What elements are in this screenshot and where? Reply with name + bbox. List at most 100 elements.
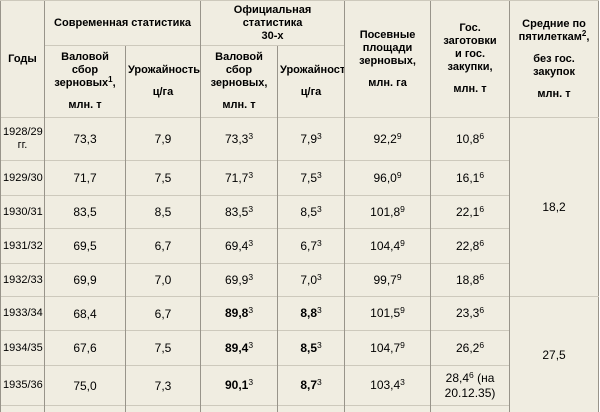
cell-superscript: 9 <box>396 271 402 282</box>
cell-superscript: 9 <box>400 237 405 248</box>
header-title: Урожайность1 <box>128 62 201 77</box>
value-cell: 6,7 <box>124 296 201 331</box>
cell-superscript: 6 <box>479 339 485 350</box>
value-cell: 71,7 <box>44 160 126 196</box>
table-row: 1931/32 69,5 6,7 69,43 6,73 104,49 22,86 <box>0 228 599 264</box>
cell-superscript: 6 <box>479 130 485 141</box>
header-title-text: Урожайность <box>280 64 345 76</box>
cell-value: 7,5 <box>154 341 172 355</box>
empty-cell <box>277 405 345 412</box>
header-unit: ц/га <box>152 86 174 98</box>
year-cell: 1929/30 <box>0 160 45 196</box>
cell-value: 71,7 <box>224 170 249 185</box>
cell-value: 89,4 <box>224 340 249 355</box>
header-title-line: Гос. заготовки <box>443 22 497 47</box>
cell-value: 16,1 <box>455 170 480 185</box>
header-title: Валовой сбор зерновых1, <box>47 51 123 90</box>
table-row: 1935/36 75,0 7,3 90,13 8,73 103,43 28,46 (на 2… <box>0 365 599 406</box>
value-cell: 96,09 <box>344 160 431 196</box>
cell-value: 7,5 <box>300 170 317 185</box>
value-cell: 7,0 <box>124 263 201 297</box>
value-cell: 67,6 <box>44 330 126 366</box>
cell-value: 68,4 <box>73 306 97 321</box>
value-cell: 83,5 <box>44 195 126 229</box>
averages-merged-cell: 18,2 <box>509 117 599 297</box>
year-cell: 1933/34 <box>0 296 45 331</box>
averages-value: 18,2 <box>542 200 566 214</box>
cell-value: 90,1 <box>224 378 249 392</box>
value-cell: 71,73 <box>200 160 278 196</box>
year-cell: 1932/33 <box>0 263 45 297</box>
cell-superscript: 3 <box>248 130 254 141</box>
cell-superscript: 3 <box>248 305 254 315</box>
table-row: 1932/33 69,9 7,0 69,93 7,03 99,79 18,86 <box>0 263 599 297</box>
value-cell: 26,26 <box>430 330 510 366</box>
table-row: 1929/30 71,7 7,5 71,73 7,53 96,09 16,16 <box>0 160 599 196</box>
cell-value: 96,0 <box>373 170 397 185</box>
empty-cell <box>200 405 278 412</box>
cell-superscript: 3 <box>248 377 254 387</box>
cell-value: 6,7 <box>300 238 317 253</box>
cell-value: 7,0 <box>300 272 317 287</box>
header-title-line: и гос. закупки, <box>447 48 493 73</box>
cell-superscript: 9 <box>400 203 405 214</box>
header-title-line: без гос. закупок <box>533 52 575 78</box>
value-cell: 104,49 <box>344 228 431 264</box>
empty-cell <box>124 405 201 412</box>
header-suffix: , <box>112 77 116 89</box>
value-cell: 7,03 <box>277 263 345 297</box>
cell-superscript: 9 <box>400 339 405 350</box>
cell-value: 89,8 <box>224 306 249 320</box>
group-label-line: Официальная статистика <box>233 3 312 29</box>
value-cell: 69,9 <box>44 263 126 297</box>
cell-superscript: 3 <box>248 203 254 214</box>
table-row: 1934/35 67,6 7,5 89,43 8,53 104,79 26,26 <box>0 330 599 366</box>
group-label-line: 30-х <box>261 29 284 42</box>
cell-value: 101,8 <box>370 204 401 219</box>
cell-value: 7,9 <box>154 132 172 146</box>
value-cell: 101,89 <box>344 195 431 229</box>
col-header-official-yield: Урожайность ц/га <box>277 45 345 118</box>
cell-value: 69,9 <box>224 272 249 287</box>
value-cell: 10,86 <box>430 117 510 161</box>
cell-value: 8,5 <box>154 205 172 219</box>
header-title: Урожайность <box>280 64 345 77</box>
cell-value: 8,5 <box>300 204 317 219</box>
cell-superscript: 6 <box>479 203 485 214</box>
value-cell: 7,5 <box>124 160 201 196</box>
header-title: Средние по пятилеткам2, <box>512 18 596 44</box>
col-header-sown-area: Посевные площади зерновых, млн. га <box>344 0 431 118</box>
value-cell: 69,93 <box>200 263 278 297</box>
cell-value: 73,3 <box>224 131 249 146</box>
empty-cell <box>0 405 45 412</box>
header-suffix: , <box>264 77 268 89</box>
cell-note: (на 20.12.35) <box>444 371 496 400</box>
header-row-subcolumns: Валовой сбор зерновых1, млн. т Урожайнос… <box>1 45 599 118</box>
value-cell: 8,53 <box>277 195 345 229</box>
cell-value: 28,4 <box>445 371 470 385</box>
cell-value: 71,7 <box>73 171 97 185</box>
header-superscript: 1 <box>108 75 113 84</box>
cell-superscript: 3 <box>317 305 322 315</box>
cell-superscript: 3 <box>248 169 254 180</box>
cell-superscript: 6 <box>479 305 485 315</box>
cell-value: 75,0 <box>73 378 97 393</box>
col-header-modern-yield: Урожайность1 ц/га <box>124 45 201 118</box>
cell-value: 69,9 <box>73 273 97 287</box>
col-group-modern-statistics: Современная статистика <box>43 0 201 46</box>
cell-value: 7,5 <box>154 171 172 185</box>
header-unit: млн. т <box>537 87 571 100</box>
cell-value: 101,5 <box>370 306 401 320</box>
value-cell: 6,7 <box>124 228 201 264</box>
col-group-official-statistics: Официальная статистика 30-х <box>200 0 345 46</box>
cell-value: 22,8 <box>455 238 480 253</box>
empty-cell <box>44 405 126 412</box>
value-cell: 18,86 <box>430 263 510 297</box>
cell-superscript: 3 <box>317 130 322 141</box>
cell-value: 69,5 <box>73 239 97 253</box>
value-cell: 69,5 <box>44 228 126 264</box>
cell-value: 73,3 <box>73 132 97 146</box>
cell-value: 99,7 <box>373 272 397 287</box>
empty-cell <box>344 405 431 412</box>
cell-value: 92,2 <box>373 131 397 146</box>
